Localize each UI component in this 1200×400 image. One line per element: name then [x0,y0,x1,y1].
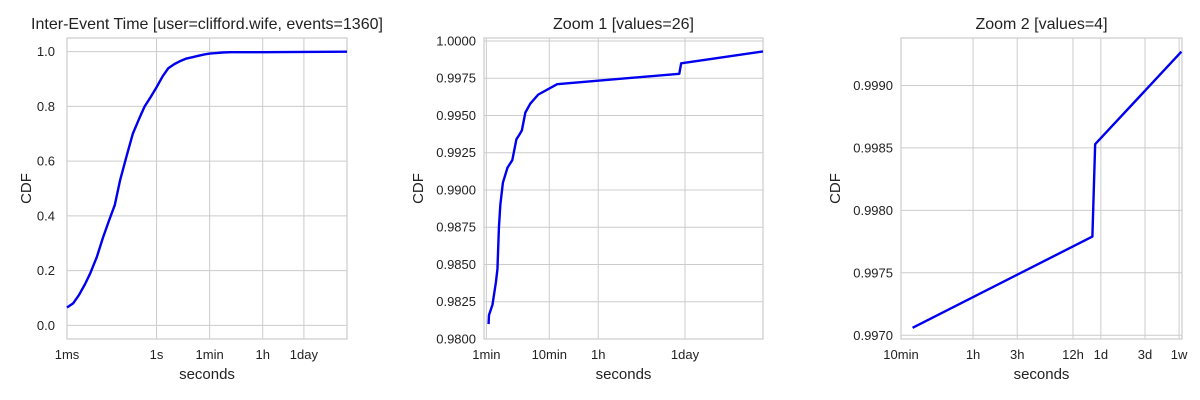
x-axis-label: seconds [1014,366,1070,383]
x-tick-label: 12h [1062,347,1084,362]
chart-title: Inter-Event Time [user=clifford.wife, ev… [31,16,383,33]
chart-title: Zoom 2 [values=4] [975,16,1107,33]
y-axis-label: CDF [827,173,844,204]
y-tick-label: 1.0000 [436,33,476,48]
y-tick-label: 0.9975 [853,265,893,280]
x-tick-label: 1h [255,347,269,362]
x-tick-label: 10min [532,347,567,362]
y-tick-label: 1.0 [37,44,55,59]
y-tick-label: 0.9990 [853,78,893,93]
y-tick-label: 0.9985 [853,140,893,155]
plot-frame [900,37,1183,340]
y-tick-label: 0.9800 [436,332,476,347]
y-tick-label: 0.9825 [436,294,476,309]
y-tick-label: 0.9950 [436,108,476,123]
chart-panel-1: 1ms 1s 1min 1h 1day 0.0 0.2 0.4 0.6 0.8 1.0 Inter-E… [18,16,383,383]
x-tick-label: 1d [1094,347,1108,362]
y-tick-label: 0.8 [37,99,55,114]
chart-panel-3: 10min 1h 3h 12h 1d 3d 1w 0.9970 0.9975 0.9980 0.99… [827,16,1188,383]
plot-frame [66,37,348,340]
x-tick-label: 1min [472,347,500,362]
x-tick-label: 1ms [55,347,80,362]
y-tick-label: 0.9980 [853,203,893,218]
y-tick-label: 0.0 [37,318,55,333]
y-tick-label: 0.9875 [436,220,476,235]
y-tick-label: 0.6 [37,154,55,169]
chart-panel-2: 1min 10min 1h 1day 0.9800 0.9825 0.9850 0.9875 0… [410,16,764,383]
x-tick-label: 1s [150,347,164,362]
x-tick-label: 1h [966,347,980,362]
x-tick-label: 10min [883,347,918,362]
y-tick-label: 0.2 [37,263,55,278]
y-tick-label: 0.9975 [436,71,476,86]
x-tick-label: 1day [671,347,700,362]
y-tick-label: 0.9925 [436,145,476,160]
y-axis-label: CDF [410,173,427,204]
y-tick-label: 0.9970 [853,328,893,343]
y-tick-label: 0.4 [37,208,55,223]
y-axis-label: CDF [18,173,35,204]
x-tick-label: 3h [1010,347,1024,362]
cdf-line [912,50,1183,329]
x-tick-label: 1min [196,347,224,362]
chart-title: Zoom 1 [values=26] [553,16,694,33]
x-tick-label: 3d [1138,347,1152,362]
y-tick-label: 0.9850 [436,257,476,272]
y-tick-label: 0.9900 [436,182,476,197]
cdf-line [487,50,764,325]
cdf-line [66,50,348,309]
x-axis-label: seconds [179,366,235,383]
x-tick-label: 1w [1171,347,1188,362]
x-tick-label: 1day [290,347,319,362]
x-tick-label: 1h [591,347,605,362]
x-axis-label: seconds [596,366,652,383]
plot-frame [483,37,764,340]
